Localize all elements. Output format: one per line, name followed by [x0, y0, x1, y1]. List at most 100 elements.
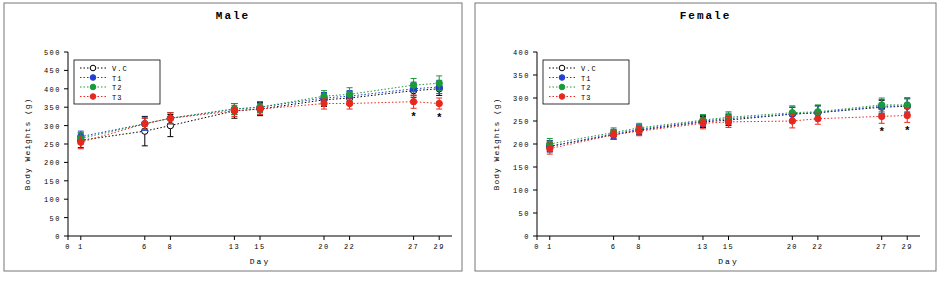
legend-marker: [90, 65, 96, 71]
point: [167, 115, 173, 121]
point: [231, 108, 237, 114]
y-tick: [64, 70, 68, 71]
series-line: [81, 102, 439, 142]
error-bar: [611, 128, 617, 137]
y-tick-label: 400: [44, 86, 61, 94]
y-tick: [64, 107, 68, 108]
error-cap: [142, 145, 148, 146]
error-cap: [347, 109, 353, 110]
error-bar: [257, 102, 263, 113]
point: [725, 119, 731, 125]
y-tick-label: 150: [44, 178, 61, 186]
x-tick: [439, 236, 440, 240]
error-cap: [257, 115, 263, 116]
point: [610, 132, 616, 138]
y-tick-label: 250: [513, 118, 530, 126]
error-cap: [231, 103, 237, 104]
error-cap: [726, 127, 732, 128]
y-tick-label: 100: [44, 196, 61, 204]
x-tick: [413, 236, 414, 240]
y-tick: [533, 75, 537, 76]
legend-marker: [90, 75, 96, 81]
title: Female: [680, 10, 732, 22]
error-cap: [436, 75, 442, 76]
x-tick: [170, 236, 171, 240]
y-tick: [533, 98, 537, 99]
error-bar: [636, 126, 642, 135]
y-tick-label: 450: [44, 67, 61, 75]
legend-marker: [559, 84, 565, 90]
error-cap: [726, 111, 732, 112]
y-tick-label: 150: [513, 164, 530, 172]
y-tick-label: 350: [44, 104, 61, 112]
error-cap: [611, 130, 617, 131]
legend-label: T2: [112, 84, 122, 92]
error-bar: [547, 141, 553, 152]
point: [346, 91, 352, 97]
x-tick: [324, 236, 325, 240]
error-cap: [231, 118, 237, 119]
y-tick-label: 0: [524, 233, 530, 241]
error-cap: [611, 139, 617, 140]
error-bar: [726, 113, 732, 124]
x-tick: [728, 236, 729, 240]
error-bar: [611, 129, 617, 138]
error-cap: [321, 98, 327, 99]
error-bar: [231, 104, 237, 119]
error-cap: [411, 108, 417, 109]
error-cap: [411, 91, 417, 92]
y-tick: [533, 167, 537, 168]
legend-label: V.C: [581, 65, 597, 73]
error-cap: [726, 116, 732, 117]
y-tick-label: 500: [44, 49, 61, 57]
point: [636, 128, 642, 134]
error-cap: [436, 90, 442, 91]
annotation: *: [410, 111, 417, 123]
error-bar: [231, 104, 237, 115]
y-tick-label: 250: [44, 141, 61, 149]
error-bar: [700, 116, 706, 127]
point: [142, 121, 148, 127]
point: [410, 82, 416, 88]
legend-label: T3: [581, 94, 591, 102]
error-bar: [257, 102, 263, 115]
error-cap: [700, 128, 706, 129]
error-cap: [879, 123, 885, 124]
x-tick: [537, 236, 538, 240]
panel-frame: [475, 3, 936, 271]
x-tick-label: 0: [65, 243, 71, 251]
y-tick-label: 200: [513, 141, 530, 149]
error-bar: [815, 113, 821, 124]
point: [257, 106, 263, 112]
error-cap: [547, 154, 553, 155]
error-cap: [636, 123, 642, 124]
error-cap: [789, 127, 795, 128]
y-tick-label: 50: [519, 210, 530, 218]
x-axis-label: Day: [718, 257, 738, 266]
error-cap: [904, 122, 910, 123]
error-bar: [411, 95, 417, 108]
y-tick: [533, 213, 537, 214]
error-cap: [636, 126, 642, 127]
error-bar: [78, 133, 84, 148]
x-tick-label: 1: [78, 243, 84, 251]
legend: V.CT1T2T3: [74, 60, 160, 104]
error-cap: [347, 98, 353, 99]
error-bar: [167, 115, 173, 137]
error-cap: [142, 118, 148, 119]
error-bar: [879, 110, 885, 124]
y-tick: [64, 88, 68, 89]
error-bar: [257, 104, 263, 115]
point: [142, 128, 148, 134]
legend-label: T2: [581, 84, 591, 92]
point: [904, 102, 910, 108]
y-tick-label: 0: [55, 233, 61, 241]
point: [904, 112, 910, 118]
series-line: [550, 106, 907, 146]
x-tick-label: 15: [254, 243, 265, 251]
annotation: *: [904, 125, 911, 137]
error-bar: [611, 130, 617, 139]
error-bar: [231, 104, 237, 115]
point: [321, 100, 327, 106]
error-bar: [700, 115, 706, 126]
